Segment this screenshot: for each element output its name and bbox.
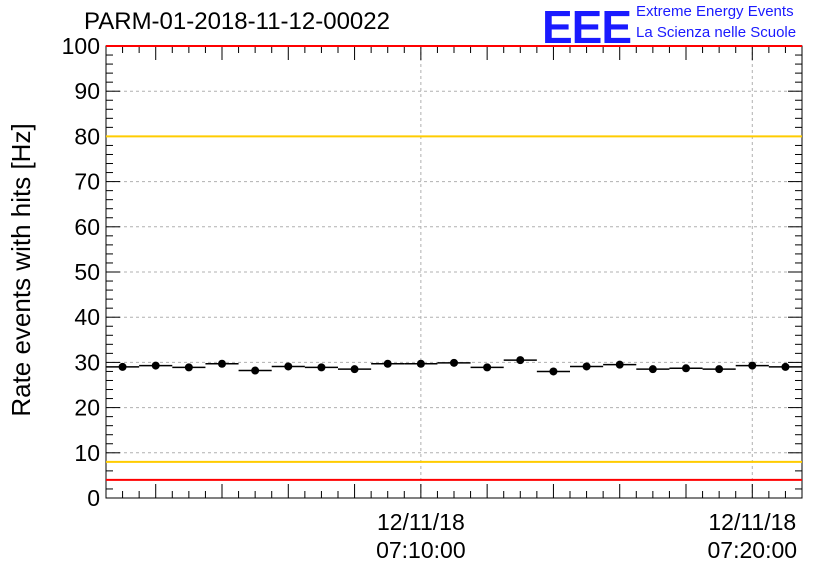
x-tick-label-time: 07:20:00 <box>708 537 798 563</box>
data-point <box>151 361 160 370</box>
y-tick-label: 60 <box>74 214 100 240</box>
y-tick-label: 20 <box>74 395 100 421</box>
data-point <box>184 363 193 372</box>
x-tick-label-time: 07:10:00 <box>376 537 466 563</box>
x-tick-label-date: 12/11/18 <box>708 509 796 535</box>
data-point <box>781 362 790 371</box>
data-point <box>615 360 624 369</box>
y-tick-label: 90 <box>74 78 100 104</box>
y-tick-label: 0 <box>87 485 100 511</box>
data-point <box>450 358 458 367</box>
data-point <box>251 366 260 375</box>
data-point <box>682 364 690 373</box>
data-point <box>582 362 591 371</box>
y-tick-label: 30 <box>74 349 100 375</box>
data-point <box>483 363 492 372</box>
logo-subtitle-1: Extreme Energy Events <box>636 3 794 20</box>
data-point <box>317 363 326 372</box>
data-point <box>284 362 293 371</box>
y-tick-label: 50 <box>74 259 100 285</box>
data-point <box>118 362 127 371</box>
data-point <box>549 367 558 376</box>
y-tick-label: 10 <box>74 440 100 466</box>
logo-subtitle-2: La Scienza nelle Scuole <box>636 24 797 41</box>
eee-logo: EEE <box>542 1 632 53</box>
x-tick-label-date: 12/11/18 <box>377 509 465 535</box>
chart-title: PARM-01-2018-11-12-00022 <box>84 8 390 35</box>
data-point <box>648 365 657 374</box>
data-point <box>715 365 724 374</box>
data-point <box>748 361 757 370</box>
data-point <box>516 356 525 365</box>
y-tick-label: 70 <box>74 169 100 195</box>
data-point <box>416 359 425 368</box>
data-point <box>350 365 359 374</box>
y-axis-label: Rate events with hits [Hz] <box>6 123 36 416</box>
data-point <box>218 359 226 368</box>
y-tick-label: 100 <box>62 33 100 59</box>
y-tick-label: 40 <box>74 304 100 330</box>
y-tick-label: 80 <box>74 123 100 149</box>
data-point <box>383 359 392 368</box>
